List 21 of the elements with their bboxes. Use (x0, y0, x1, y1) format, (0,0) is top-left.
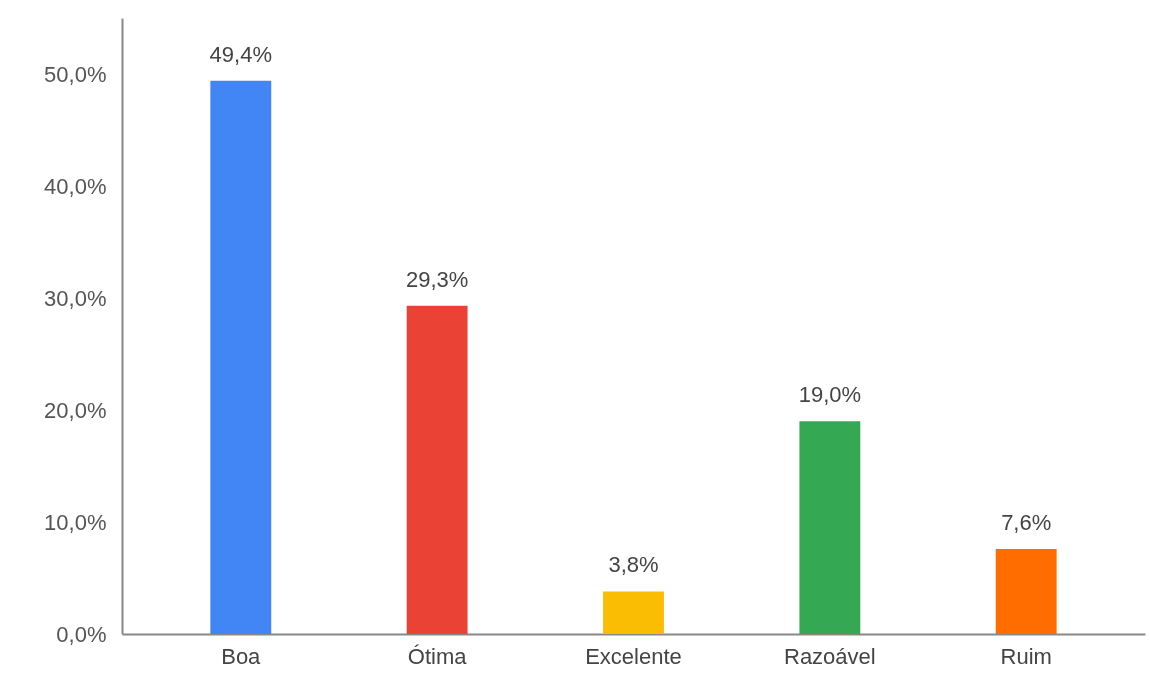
bar (995, 548, 1057, 634)
x-tick-label: Boa (221, 643, 262, 669)
y-tick-label: 10,0% (44, 509, 107, 535)
y-tick-label: 20,0% (44, 397, 107, 423)
y-tick-label: 40,0% (44, 173, 107, 199)
data-label: 29,3% (405, 266, 469, 292)
y-tick-label: 30,0% (44, 285, 107, 311)
data-label: 3,8% (608, 552, 659, 578)
x-tick-label: Ruim (1000, 643, 1052, 669)
data-label: 49,4% (209, 41, 272, 67)
data-label: 7,6% (1001, 509, 1052, 535)
y-tick-label: 0,0% (56, 621, 107, 647)
x-tick-label: Ótima (407, 643, 468, 669)
bar (406, 305, 468, 634)
x-tick-label: Excelente (585, 643, 682, 669)
bar (799, 421, 861, 634)
bar (603, 591, 664, 634)
data-label: 19,0% (798, 382, 862, 408)
bar (210, 80, 272, 634)
x-tick-label: Razoável (783, 643, 876, 669)
y-tick-label: 50,0% (44, 61, 107, 87)
